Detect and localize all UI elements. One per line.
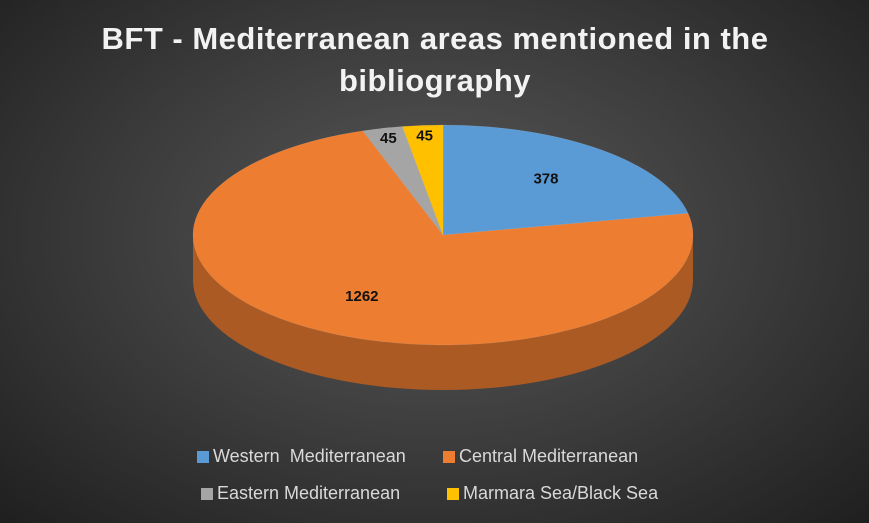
legend-swatch xyxy=(197,451,209,463)
legend-label: Western Mediterranean xyxy=(213,446,406,466)
data-label: 45 xyxy=(380,130,397,147)
legend-swatch xyxy=(201,488,213,500)
pie-side xyxy=(193,235,693,390)
chart-title: BFT - Mediterranean areas mentioned in t… xyxy=(101,21,769,98)
legend-swatch xyxy=(447,488,459,500)
pie-slice xyxy=(442,124,689,236)
pie-slice xyxy=(401,124,444,236)
legend-swatch xyxy=(443,451,455,463)
data-label: 378 xyxy=(533,171,558,188)
pie-slice xyxy=(192,130,694,346)
data-label: 1262 xyxy=(345,288,378,305)
pie-slice xyxy=(362,126,444,236)
data-label: 45 xyxy=(416,127,433,144)
legend-label: Eastern Mediterranean xyxy=(217,483,400,503)
legend-label: Central Mediterranean xyxy=(459,446,638,466)
legend-label: Marmara Sea/Black Sea xyxy=(463,483,659,503)
